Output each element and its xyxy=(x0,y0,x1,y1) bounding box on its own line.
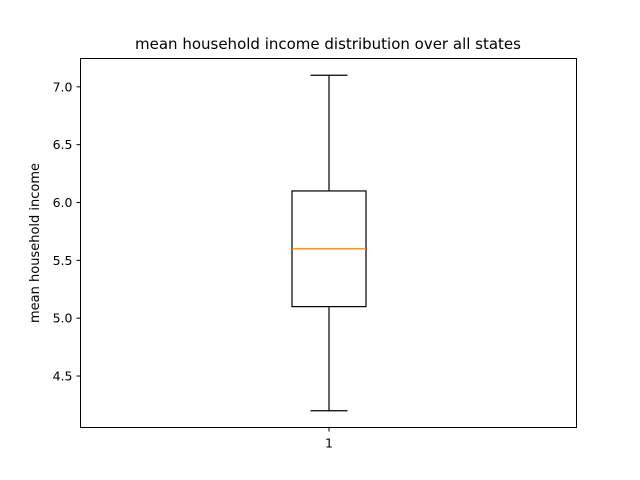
x-axis-ticks: 1 xyxy=(325,427,333,451)
y-tick-label: 6.0 xyxy=(53,195,73,210)
y-tick-label: 4.5 xyxy=(53,369,73,384)
y-tick-label: 6.5 xyxy=(53,137,73,152)
box-1 xyxy=(291,74,367,412)
y-axis-label: mean household income xyxy=(28,163,43,323)
y-tick-label: 5.0 xyxy=(53,311,73,326)
plot-area-frame xyxy=(80,58,577,428)
y-axis-ticks: 4.5 5.0 5.5 6.0 6.5 7.0 xyxy=(53,79,81,384)
y-tick-label: 5.5 xyxy=(53,253,73,268)
box-series xyxy=(291,74,367,412)
x-tick-label: 1 xyxy=(325,436,333,451)
chart-title: mean household income distribution over … xyxy=(135,35,521,53)
y-tick-label: 7.0 xyxy=(53,79,73,94)
